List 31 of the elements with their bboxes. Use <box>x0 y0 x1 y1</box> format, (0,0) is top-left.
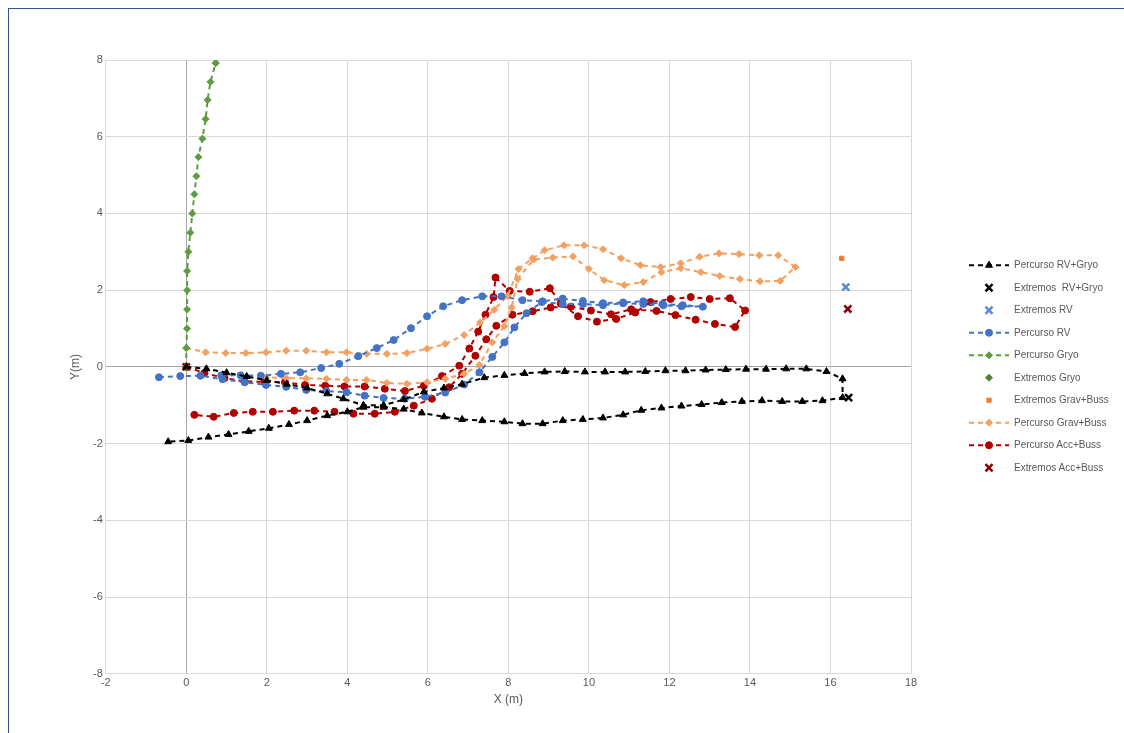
y-tick-label: -8 <box>93 666 103 679</box>
x-tick-label: 10 <box>582 676 596 689</box>
y-tick-label: 0 <box>96 359 103 372</box>
legend-label: Percurso Gryo <box>1014 349 1079 360</box>
x-tick-label: 2 <box>263 676 270 689</box>
y-tick-label: -4 <box>93 513 103 526</box>
legend-label: Percurso Acc+Buss <box>1014 439 1101 450</box>
x-tick-label: 12 <box>663 676 676 689</box>
y-tick-label: 8 <box>96 53 103 66</box>
y-tick-label: 2 <box>96 283 103 296</box>
legend-label: Percurso Grav+Buss <box>1014 416 1107 428</box>
legend-label: Extremos Acc+Buss <box>1014 461 1104 473</box>
x-tick-label: 18 <box>904 676 918 689</box>
x-tick-label: 0 <box>183 676 190 689</box>
x-tick-label: 8 <box>505 676 512 689</box>
legend-label: Percurso RV <box>1014 326 1071 338</box>
y-axis-title: Y(m) <box>68 353 83 380</box>
y-tick-label: -2 <box>93 436 103 449</box>
x-tick-label: 14 <box>743 676 757 689</box>
x-tick-label: 4 <box>344 676 351 689</box>
legend-label: Percurso RV+Gryo <box>1014 259 1099 270</box>
y-tick-label: 4 <box>96 206 103 219</box>
legend-label: Extremos Gryo <box>1014 371 1082 383</box>
x-axis-title: X (m) <box>493 692 524 707</box>
legend-label: Extremos Grav+Buss <box>1014 394 1109 405</box>
legend-label: Extremos RV+Gryo <box>1014 281 1104 293</box>
x-tick-label: 6 <box>424 676 431 689</box>
y-tick-label: 6 <box>96 129 103 142</box>
y-tick-label: -6 <box>93 590 103 603</box>
x-tick-label: 16 <box>824 676 837 689</box>
legend-label: Extremos RV <box>1014 304 1074 315</box>
